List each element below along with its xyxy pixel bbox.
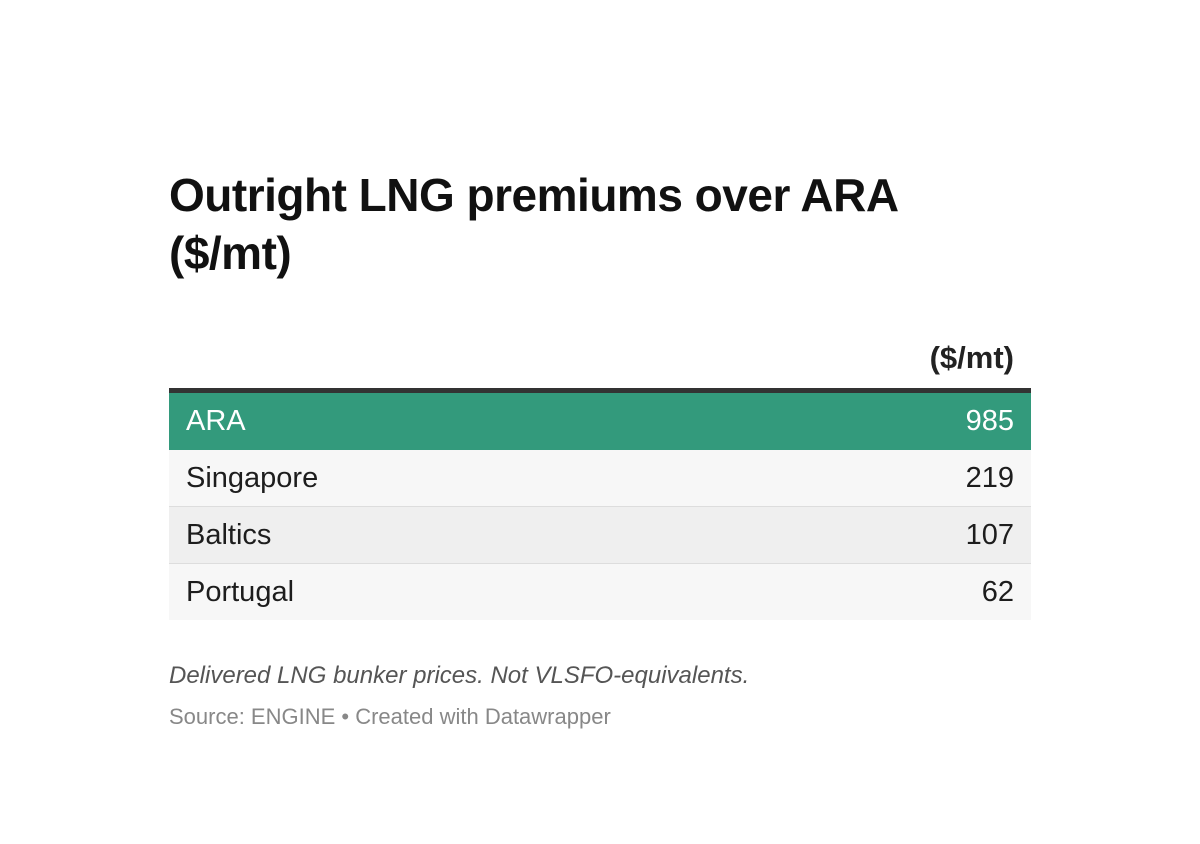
chart-title: Outright LNG premiums over ARA ($/mt)	[169, 169, 897, 279]
chart-source: Source: ENGINE • Created with Datawrappe…	[169, 704, 611, 729]
row-value: 219	[965, 462, 1014, 494]
table-row: ARA 985	[169, 393, 1031, 450]
data-table: ($/mt) ARA 985 Singapore 219 Baltics 107…	[169, 338, 1031, 620]
row-value: 62	[981, 576, 1014, 608]
row-value: 107	[965, 519, 1014, 551]
chart-container: Outright LNG premiums over ARA ($/mt) ($…	[169, 166, 1031, 730]
chart-notes: Delivered LNG bunker prices. Not VLSFO-e…	[169, 662, 750, 689]
row-label: Singapore	[186, 462, 319, 494]
row-value: 985	[965, 405, 1014, 437]
table-row: Portugal 62	[169, 564, 1031, 620]
row-label: ARA	[186, 405, 246, 437]
row-label: Baltics	[186, 519, 272, 551]
row-label: Portugal	[186, 576, 295, 608]
table-header: ($/mt)	[169, 338, 1031, 393]
table-row: Singapore 219	[169, 450, 1031, 507]
table-row: Baltics 107	[169, 507, 1031, 564]
column-header-value: ($/mt)	[929, 340, 1014, 375]
